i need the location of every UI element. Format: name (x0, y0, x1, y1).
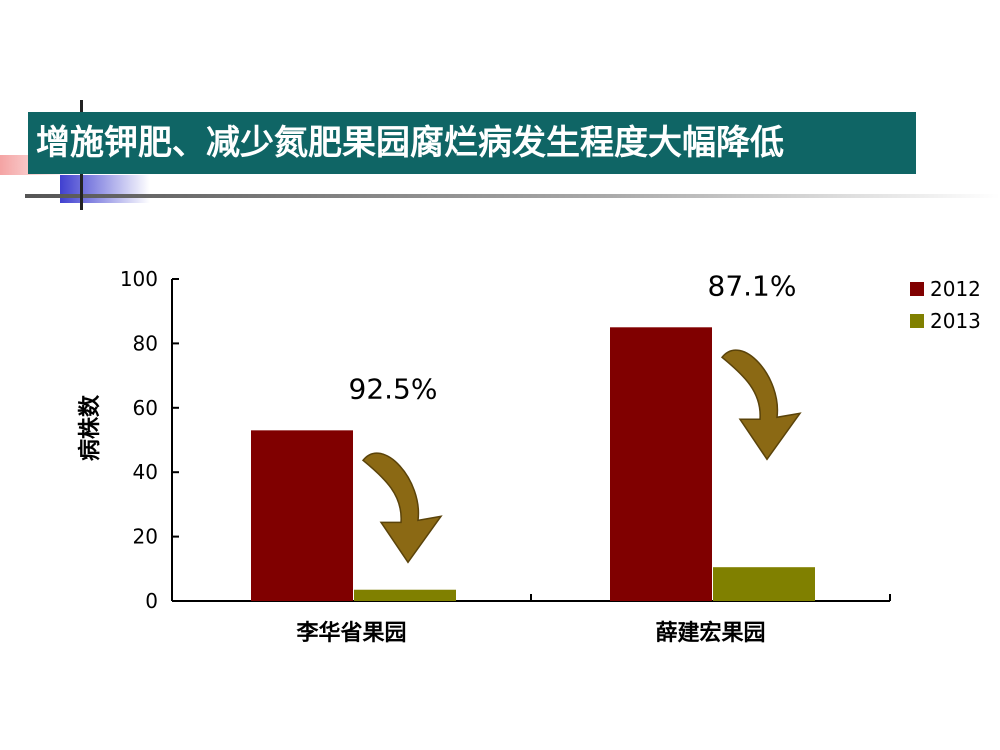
legend: 2012 2013 (910, 277, 981, 333)
decrease-arrow (720, 349, 802, 461)
slide-title: 增施钾肥、减少氮肥果园腐烂病发生程度大幅降低 (36, 123, 784, 163)
decor-rule-line (25, 194, 1000, 198)
legend-label-2012: 2012 (930, 277, 981, 301)
y-tick-label: 80 (133, 331, 158, 355)
legend-swatch-2012 (910, 282, 924, 296)
legend-swatch-2013 (910, 314, 924, 328)
y-tick-label: 20 (133, 525, 158, 549)
y-axis-title: 病株数 (77, 394, 103, 461)
slide-title-bar: 增施钾肥、减少氮肥果园腐烂病发生程度大幅降低 (28, 112, 916, 174)
bar-2012-2 (610, 327, 712, 601)
bar-2013-2 (713, 567, 815, 601)
annotations: 92.5% 87.1% (349, 269, 802, 564)
y-tick-label: 60 (133, 396, 158, 420)
bar-2013-1 (354, 589, 456, 601)
y-tick-label: 0 (145, 589, 158, 613)
percent-label: 87.1% (708, 269, 797, 302)
bars (251, 327, 815, 601)
bar-2012-1 (251, 430, 353, 601)
x-category-label: 李华省果园 (295, 620, 406, 646)
y-tick-label: 100 (120, 267, 158, 291)
legend-label-2013: 2013 (930, 309, 981, 333)
y-tick-label: 40 (133, 460, 158, 484)
percent-label: 92.5% (349, 372, 438, 405)
decrease-arrow (361, 452, 443, 564)
decor-blue-band (60, 175, 150, 203)
x-category-label: 薛建宏果园 (655, 620, 765, 646)
